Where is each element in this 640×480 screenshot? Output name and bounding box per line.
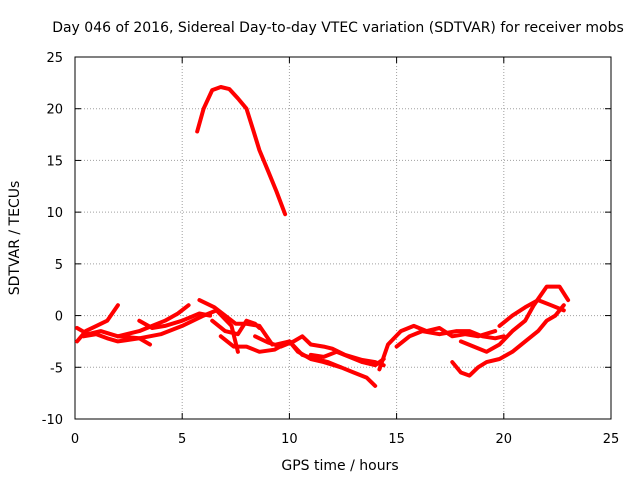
series-arc-c [81, 332, 152, 347]
axis-ticks: 0 5 10 15 20 25 -10 -5 0 5 10 15 20 25 [42, 51, 620, 447]
y-tick-label: 20 [46, 103, 63, 118]
series-arc-p [497, 298, 566, 328]
y-tick-label: 15 [46, 154, 63, 169]
series-arc-b [75, 308, 240, 354]
series-arc-k [308, 349, 386, 368]
x-tick-label: 10 [281, 432, 298, 447]
series-arc-o [458, 284, 571, 354]
series-arc-j [274, 339, 378, 388]
x-axis-title: GPS time / hours [281, 458, 398, 474]
series-arc-high [195, 85, 288, 217]
x-tick-label: 0 [71, 432, 79, 447]
y-axis-title: SDTVAR / TECUs [7, 181, 23, 296]
plot-frame [74, 56, 612, 420]
series-arc-l [377, 323, 498, 372]
y-tick-label: 10 [46, 206, 63, 221]
y-tick-label: 0 [55, 310, 63, 325]
y-tick-label: 5 [55, 258, 63, 273]
x-tick-label: 25 [603, 432, 620, 447]
x-tick-label: 15 [388, 432, 405, 447]
series-layer [75, 85, 571, 388]
x-tick-label: 5 [178, 432, 186, 447]
y-tick-label: 25 [46, 51, 63, 66]
series-arc-d [115, 303, 191, 339]
chart-title: Day 046 of 2016, Sidereal Day-to-day VTE… [52, 20, 624, 36]
series-arc-n [450, 303, 566, 378]
series-arc-e [137, 311, 213, 330]
y-tick-label: -5 [50, 361, 63, 376]
series-arc-m [394, 329, 506, 349]
series-arc-g [210, 318, 262, 337]
grid [75, 57, 611, 419]
x-tick-label: 20 [496, 432, 513, 447]
y-tick-label: -10 [42, 413, 63, 428]
